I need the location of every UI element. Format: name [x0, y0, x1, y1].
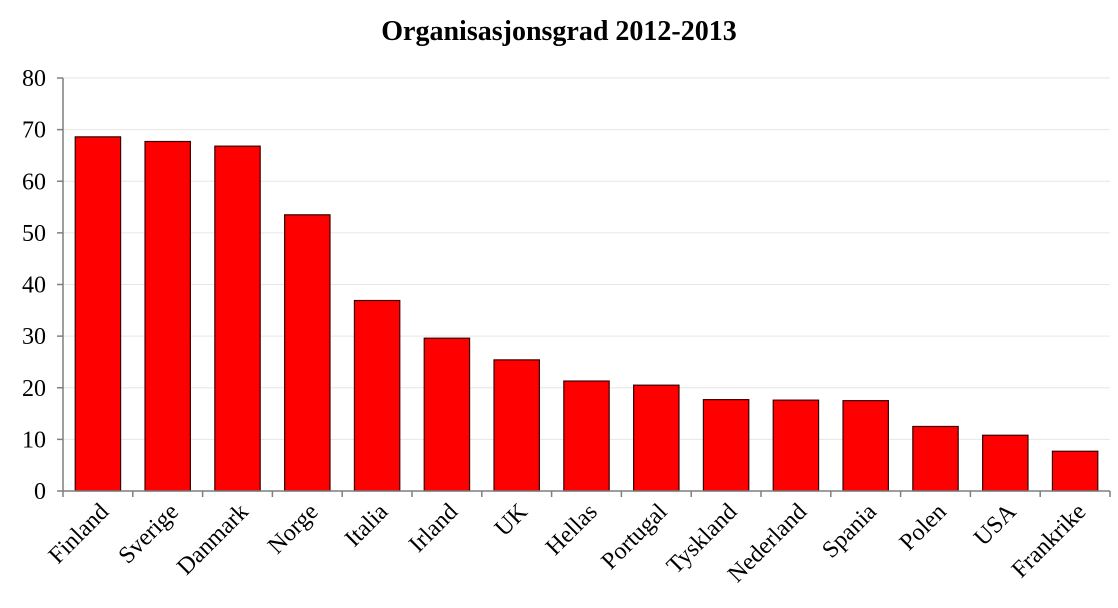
x-tick-label: Irland — [404, 499, 463, 558]
bar-portugal — [633, 384, 680, 492]
y-tick-label: 60 — [22, 169, 46, 195]
y-tick-label: 30 — [22, 324, 46, 350]
bar-finland — [74, 136, 122, 492]
chart-title: Organisasjonsgrad 2012-2013 — [381, 16, 736, 47]
x-tick-label: Finland — [44, 499, 114, 569]
x-tick-label: Sverige — [114, 499, 184, 569]
x-tick-label: Frankrike — [1007, 499, 1091, 583]
x-tick-label: USA — [969, 498, 1022, 551]
y-tick-label: 70 — [22, 118, 46, 144]
x-tick-label: Norge — [263, 499, 323, 559]
x-tick-label: Danmark — [172, 499, 254, 581]
bar-polen — [912, 425, 959, 492]
x-tick-label: Spania — [817, 499, 882, 564]
bar-tyskland — [702, 399, 750, 492]
bar-nederland — [772, 399, 820, 492]
bar-usa — [982, 434, 1029, 492]
bar-norge — [284, 214, 331, 492]
y-tick-label: 0 — [34, 479, 46, 505]
y-axis-ticks: 0 10 20 30 40 50 60 70 80 — [22, 66, 46, 505]
bars — [74, 136, 1099, 492]
x-tick-label: Hellas — [541, 499, 603, 561]
y-tick-label: 50 — [22, 221, 46, 247]
y-tick-label: 40 — [22, 273, 46, 299]
x-tick-label: Portugal — [597, 499, 673, 575]
bar-uk — [493, 359, 540, 492]
x-tick-label: Polen — [895, 499, 952, 556]
x-tick-label: UK — [490, 498, 533, 541]
axes — [57, 77, 1111, 497]
bar-sverige — [144, 140, 191, 492]
bar-hellas — [563, 380, 610, 492]
bar-danmark — [214, 145, 261, 492]
x-tick-label: Italia — [340, 499, 393, 552]
y-tick-label: 80 — [22, 66, 46, 92]
bar-frankrike — [1051, 450, 1099, 492]
bar-italia — [353, 299, 401, 492]
y-tick-label: 10 — [22, 427, 46, 453]
bar-spania — [842, 400, 889, 492]
y-tick-label: 20 — [22, 376, 46, 402]
bar-irland — [423, 337, 471, 492]
